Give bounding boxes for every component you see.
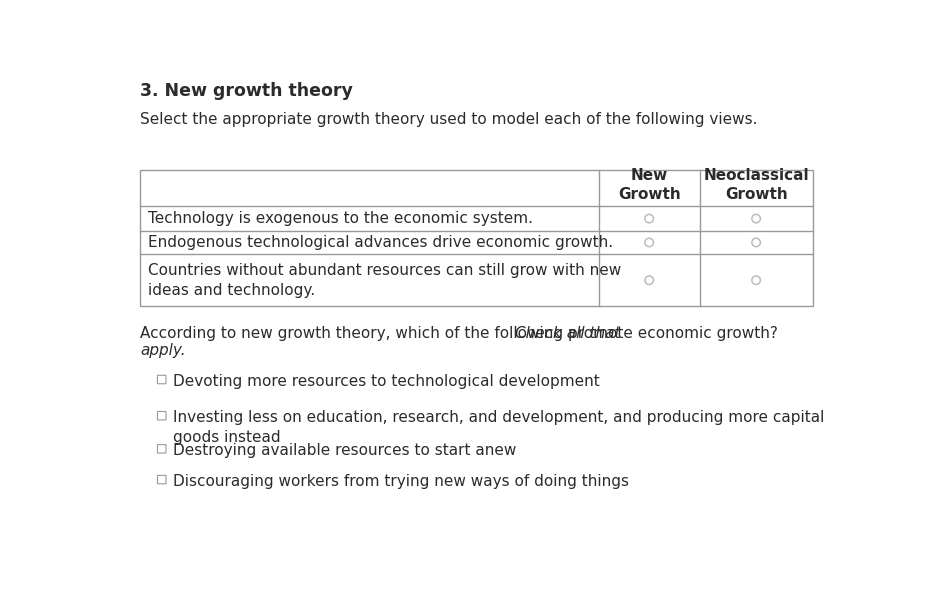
Text: Select the appropriate growth theory used to model each of the following views.: Select the appropriate growth theory use…	[140, 111, 757, 126]
Text: apply.: apply.	[140, 343, 186, 358]
Text: Devoting more resources to technological development: Devoting more resources to technological…	[173, 374, 600, 389]
Text: Countries without abundant resources can still grow with new
ideas and technolog: Countries without abundant resources can…	[148, 263, 621, 297]
Text: According to new growth theory, which of the following promote economic growth?: According to new growth theory, which of…	[140, 325, 783, 341]
Text: Discouraging workers from trying new ways of doing things: Discouraging workers from trying new way…	[173, 474, 629, 489]
Bar	[140, 170, 813, 306]
FancyBboxPatch shape	[158, 445, 166, 453]
Text: New
Growth: New Growth	[617, 168, 681, 202]
Text: Investing less on education, research, and development, and producing more capit: Investing less on education, research, a…	[173, 410, 824, 445]
Text: Technology is exogenous to the economic system.: Technology is exogenous to the economic …	[148, 211, 532, 226]
Text: Endogenous technological advances drive economic growth.: Endogenous technological advances drive …	[148, 235, 613, 250]
Text: Neoclassical
Growth: Neoclassical Growth	[703, 168, 809, 202]
FancyBboxPatch shape	[158, 476, 166, 484]
FancyBboxPatch shape	[158, 411, 166, 420]
FancyBboxPatch shape	[158, 375, 166, 384]
Text: Destroying available resources to start anew: Destroying available resources to start …	[173, 443, 516, 458]
Text: Check all that: Check all that	[515, 325, 620, 341]
Text: 3. New growth theory: 3. New growth theory	[140, 82, 353, 100]
